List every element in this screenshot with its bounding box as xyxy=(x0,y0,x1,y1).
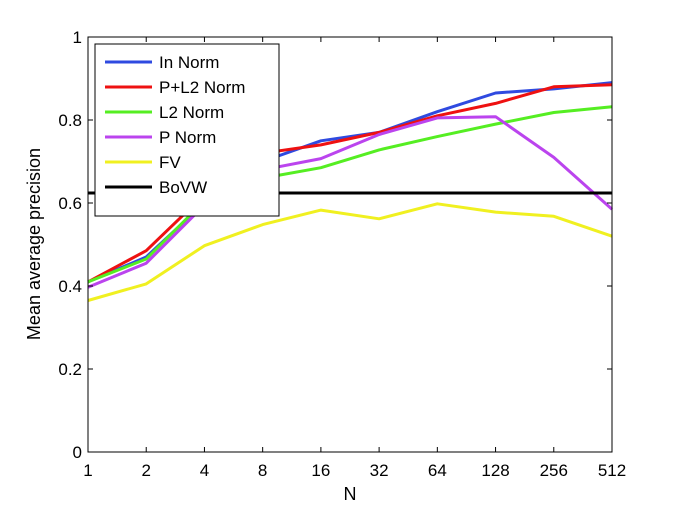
legend-label-fv: FV xyxy=(159,153,181,172)
plot-frame xyxy=(87,36,613,453)
series-line-p-norm xyxy=(87,115,613,289)
legend-label-bovw: BoVW xyxy=(159,178,207,197)
y-tick-label: 0.6 xyxy=(58,194,82,213)
x-tick-label: 512 xyxy=(598,461,626,480)
series-line-fv xyxy=(87,202,613,302)
series-line-p-l2-norm xyxy=(87,83,613,284)
x-tick-label: 2 xyxy=(141,461,150,480)
x-tick-label: 32 xyxy=(370,461,389,480)
x-tick-label: 128 xyxy=(481,461,509,480)
x-axis-label: N xyxy=(344,484,357,504)
x-tick-label: 256 xyxy=(540,461,568,480)
y-axis-label: Mean average precision xyxy=(24,148,44,340)
series-lines xyxy=(87,81,613,302)
x-tick-label: 4 xyxy=(200,461,209,480)
series-line-l2-norm xyxy=(87,105,613,284)
y-tick-label: 0.4 xyxy=(58,277,82,296)
x-tick-label: 1 xyxy=(83,461,92,480)
y-tick-label: 0.2 xyxy=(58,360,82,379)
x-axis-ticks: 1 2 4 8 16 32 64 128 256 512 xyxy=(83,37,626,480)
y-tick-label: 0 xyxy=(73,443,82,462)
y-axis-ticks: 0 0.2 0.4 0.6 0.8 1 xyxy=(58,28,612,462)
legend-label-l2-norm: L2 Norm xyxy=(159,103,224,122)
x-tick-label: 64 xyxy=(428,461,447,480)
x-tick-label: 8 xyxy=(258,461,267,480)
y-tick-label: 1 xyxy=(73,28,82,47)
y-tick-label: 0.8 xyxy=(58,111,82,130)
legend-label-in-norm: In Norm xyxy=(159,53,219,72)
x-tick-label: 16 xyxy=(311,461,330,480)
legend: In Norm P+L2 Norm L2 Norm P Norm FV BoVW xyxy=(94,43,280,217)
legend-label-p-norm: P Norm xyxy=(159,128,216,147)
legend-label-p-l2-norm: P+L2 Norm xyxy=(159,78,245,97)
